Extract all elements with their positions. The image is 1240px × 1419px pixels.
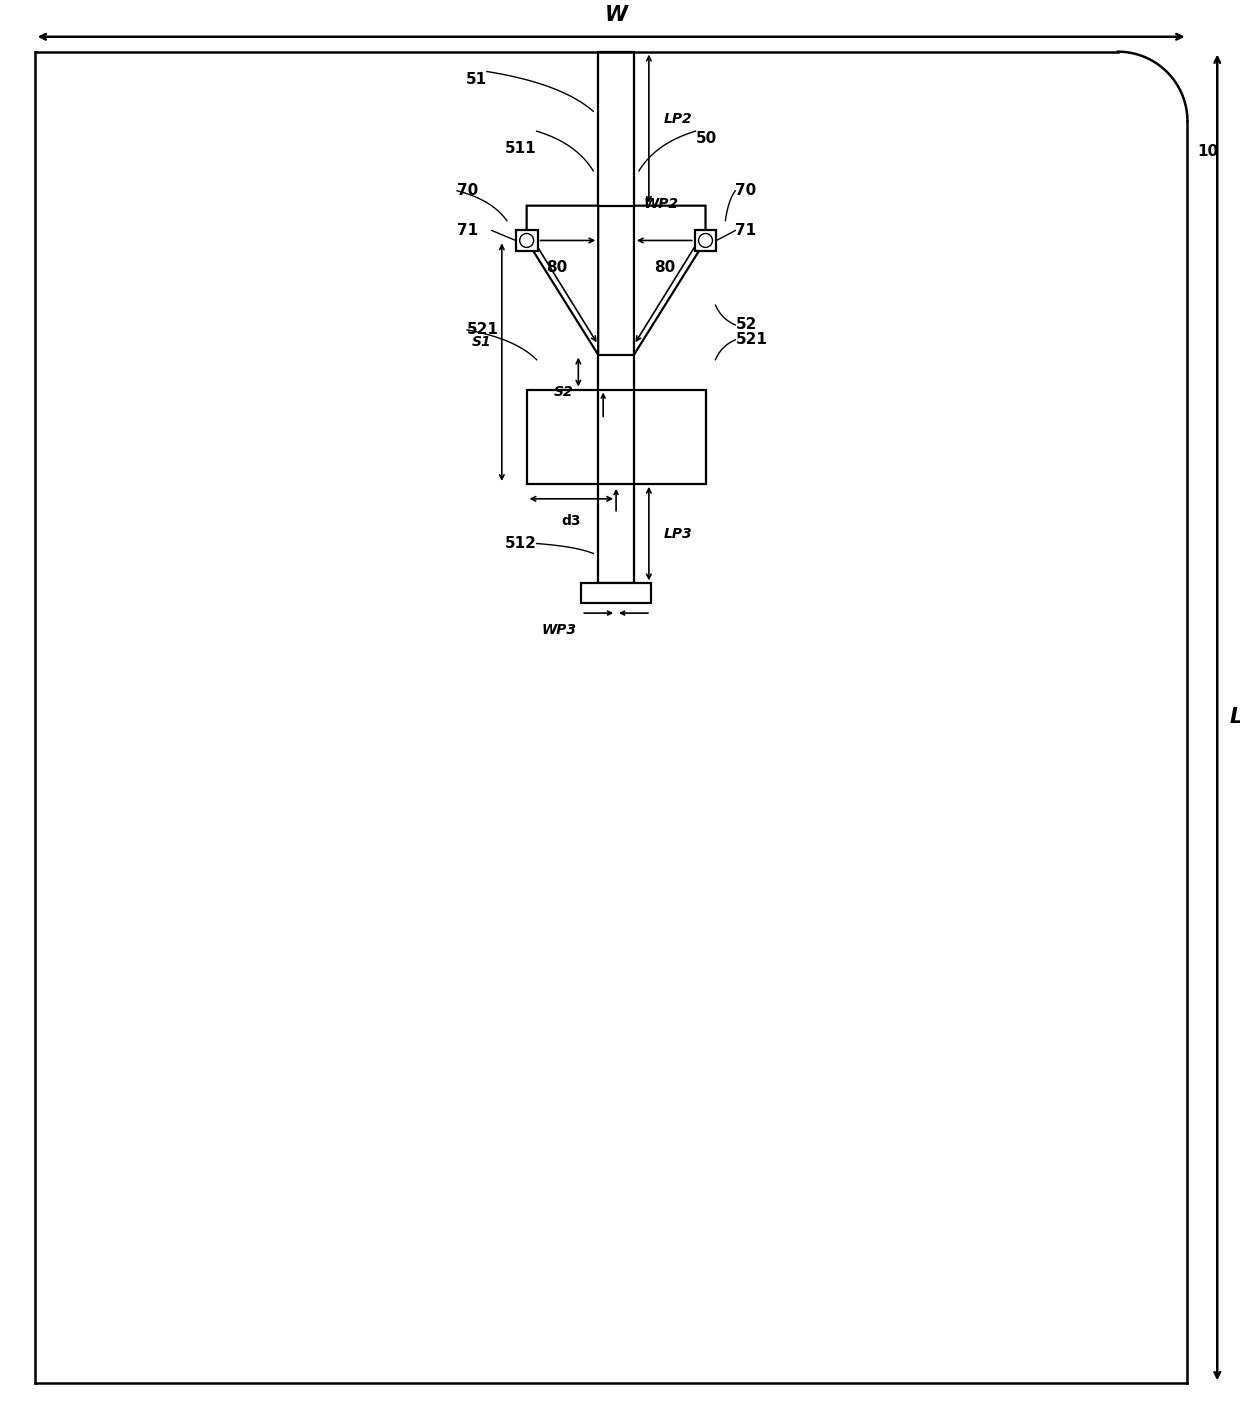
Text: S2: S2: [554, 385, 573, 399]
Polygon shape: [634, 206, 706, 355]
Bar: [516, 230, 538, 251]
Text: 10: 10: [1198, 143, 1219, 159]
Text: WP3: WP3: [542, 623, 577, 637]
Polygon shape: [527, 206, 598, 355]
Circle shape: [520, 234, 533, 247]
Text: S1: S1: [472, 335, 492, 349]
Text: 70: 70: [735, 183, 756, 199]
Text: LP2: LP2: [663, 112, 692, 126]
Bar: [694, 230, 717, 251]
Text: L: L: [1229, 708, 1240, 728]
Text: 80: 80: [547, 260, 568, 275]
Text: 51: 51: [466, 71, 487, 87]
Text: W: W: [605, 4, 627, 26]
Circle shape: [698, 234, 713, 247]
Polygon shape: [634, 389, 706, 484]
Text: d3: d3: [562, 514, 582, 528]
Polygon shape: [527, 389, 598, 484]
Bar: [598, 51, 634, 206]
Text: 80: 80: [653, 260, 675, 275]
Bar: [598, 484, 634, 583]
Text: 511: 511: [505, 140, 537, 156]
Text: LP3: LP3: [663, 526, 692, 541]
Text: 521: 521: [735, 332, 768, 348]
Text: 512: 512: [505, 536, 537, 551]
Text: 70: 70: [458, 183, 479, 199]
Text: 521: 521: [467, 322, 498, 338]
Text: 52: 52: [735, 318, 756, 332]
Bar: [582, 583, 651, 603]
Text: 71: 71: [458, 223, 479, 238]
Text: 71: 71: [735, 223, 756, 238]
Text: 50: 50: [696, 131, 717, 146]
Text: WP2: WP2: [644, 197, 680, 210]
Bar: [598, 355, 634, 389]
